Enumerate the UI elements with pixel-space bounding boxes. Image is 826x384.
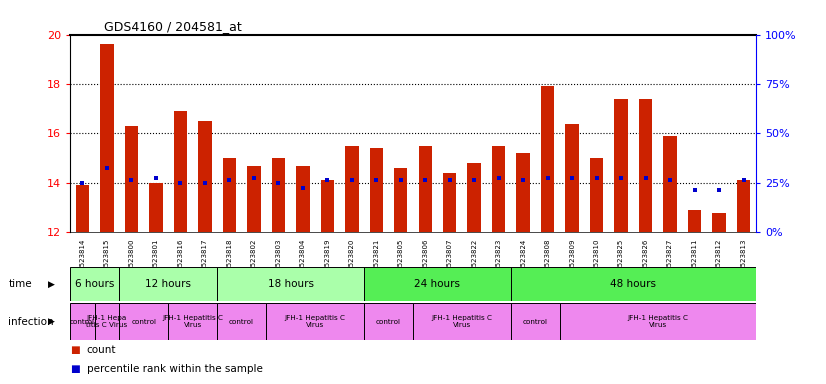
Text: 12 hours: 12 hours <box>145 279 191 289</box>
Bar <box>125 126 138 232</box>
Bar <box>266 303 364 340</box>
Text: JFH-1 Hepatitis C
Virus: JFH-1 Hepatitis C Virus <box>285 315 345 328</box>
Bar <box>364 267 511 301</box>
Bar <box>173 111 188 232</box>
Text: 18 hours: 18 hours <box>268 279 314 289</box>
Text: 6 hours: 6 hours <box>75 279 114 289</box>
Bar <box>638 99 653 232</box>
Bar <box>419 146 432 232</box>
Text: JFH-1 Hepatitis C
Virus: JFH-1 Hepatitis C Virus <box>628 315 688 328</box>
Bar <box>468 163 481 232</box>
Bar <box>516 153 530 232</box>
Bar <box>394 168 407 232</box>
Bar <box>217 267 364 301</box>
Bar <box>364 303 413 340</box>
Bar <box>492 146 506 232</box>
Text: ▶: ▶ <box>48 280 55 289</box>
Bar <box>119 303 169 340</box>
Text: JFH-1 Hepatitis C
Virus: JFH-1 Hepatitis C Virus <box>162 315 223 328</box>
Text: infection: infection <box>8 316 54 327</box>
Text: ■: ■ <box>70 345 80 355</box>
Text: percentile rank within the sample: percentile rank within the sample <box>87 364 263 374</box>
Bar <box>76 185 89 232</box>
Bar <box>150 183 163 232</box>
Bar <box>413 303 511 340</box>
Bar <box>95 303 119 340</box>
Bar <box>169 303 217 340</box>
Bar <box>737 180 750 232</box>
Bar <box>443 173 457 232</box>
Bar <box>590 158 603 232</box>
Bar <box>511 303 560 340</box>
Text: time: time <box>8 279 32 289</box>
Bar <box>688 210 701 232</box>
Bar <box>369 148 383 232</box>
Text: count: count <box>87 345 116 355</box>
Bar <box>560 303 756 340</box>
Bar <box>345 146 358 232</box>
Bar <box>119 267 217 301</box>
Text: control: control <box>229 319 254 324</box>
Text: ▶: ▶ <box>48 317 55 326</box>
Text: JFH-1 Hepatitis C
Virus: JFH-1 Hepatitis C Virus <box>431 315 492 328</box>
Bar <box>198 121 211 232</box>
Bar <box>70 303 95 340</box>
Bar <box>100 45 114 232</box>
Text: ■: ■ <box>70 364 80 374</box>
Text: control: control <box>376 319 401 324</box>
Text: control: control <box>523 319 548 324</box>
Bar <box>217 303 266 340</box>
Bar <box>70 267 119 301</box>
Bar <box>296 166 310 232</box>
Bar <box>541 86 554 232</box>
Text: control: control <box>70 319 95 324</box>
Text: GDS4160 / 204581_at: GDS4160 / 204581_at <box>105 20 242 33</box>
Text: 48 hours: 48 hours <box>610 279 657 289</box>
Bar <box>272 158 285 232</box>
Bar <box>511 267 756 301</box>
Bar <box>566 124 579 232</box>
Text: control: control <box>131 319 156 324</box>
Bar <box>615 99 628 232</box>
Bar <box>247 166 260 232</box>
Bar <box>663 136 676 232</box>
Text: JFH-1 Hepa
titis C Virus: JFH-1 Hepa titis C Virus <box>86 315 127 328</box>
Bar <box>712 213 726 232</box>
Bar <box>320 180 334 232</box>
Bar <box>223 158 236 232</box>
Text: 24 hours: 24 hours <box>415 279 460 289</box>
